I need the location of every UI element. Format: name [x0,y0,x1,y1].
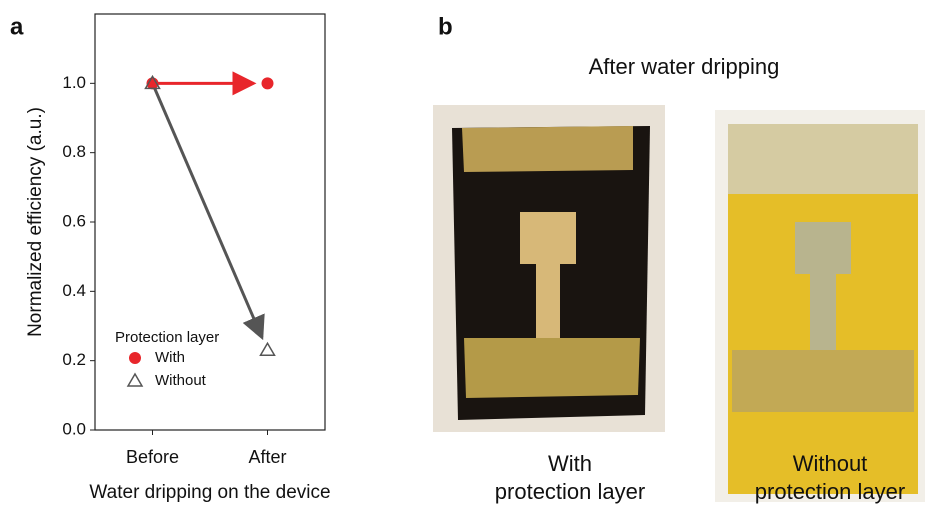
photo-without [715,110,925,502]
y-tick-label: 0.0 [62,419,86,438]
panel-label: b [438,13,453,40]
legend-title: Protection layer [115,329,219,346]
point [261,343,275,355]
photo-caption: protection layer [755,479,905,504]
plot-frame [95,14,325,430]
legend-label: With [155,349,185,366]
y-tick-label: 0.4 [62,281,86,300]
trend-arrow [154,87,262,337]
photo-caption: protection layer [495,479,645,504]
y-tick-label: 1.0 [62,73,86,92]
y-tick-label: 0.2 [62,350,86,369]
y-axis-label: Normalized efficiency (a.u.) [25,107,46,337]
photo-with [433,105,665,432]
figure: a b After water dripping With protection… [0,0,925,506]
x-axis-label: Water dripping on the device [89,482,330,503]
panel-title: After water dripping [589,54,780,79]
photo-caption: With [548,451,592,476]
panel-label: a [10,13,24,40]
point [128,374,142,386]
legend-label: Without [155,372,207,389]
y-tick-label: 0.8 [62,142,86,161]
y-tick-label: 0.6 [62,211,86,230]
x-tick-label: After [248,447,286,467]
photo-caption: Without [793,451,868,476]
x-tick-label: Before [126,447,179,467]
point [262,77,274,89]
point [129,352,141,364]
